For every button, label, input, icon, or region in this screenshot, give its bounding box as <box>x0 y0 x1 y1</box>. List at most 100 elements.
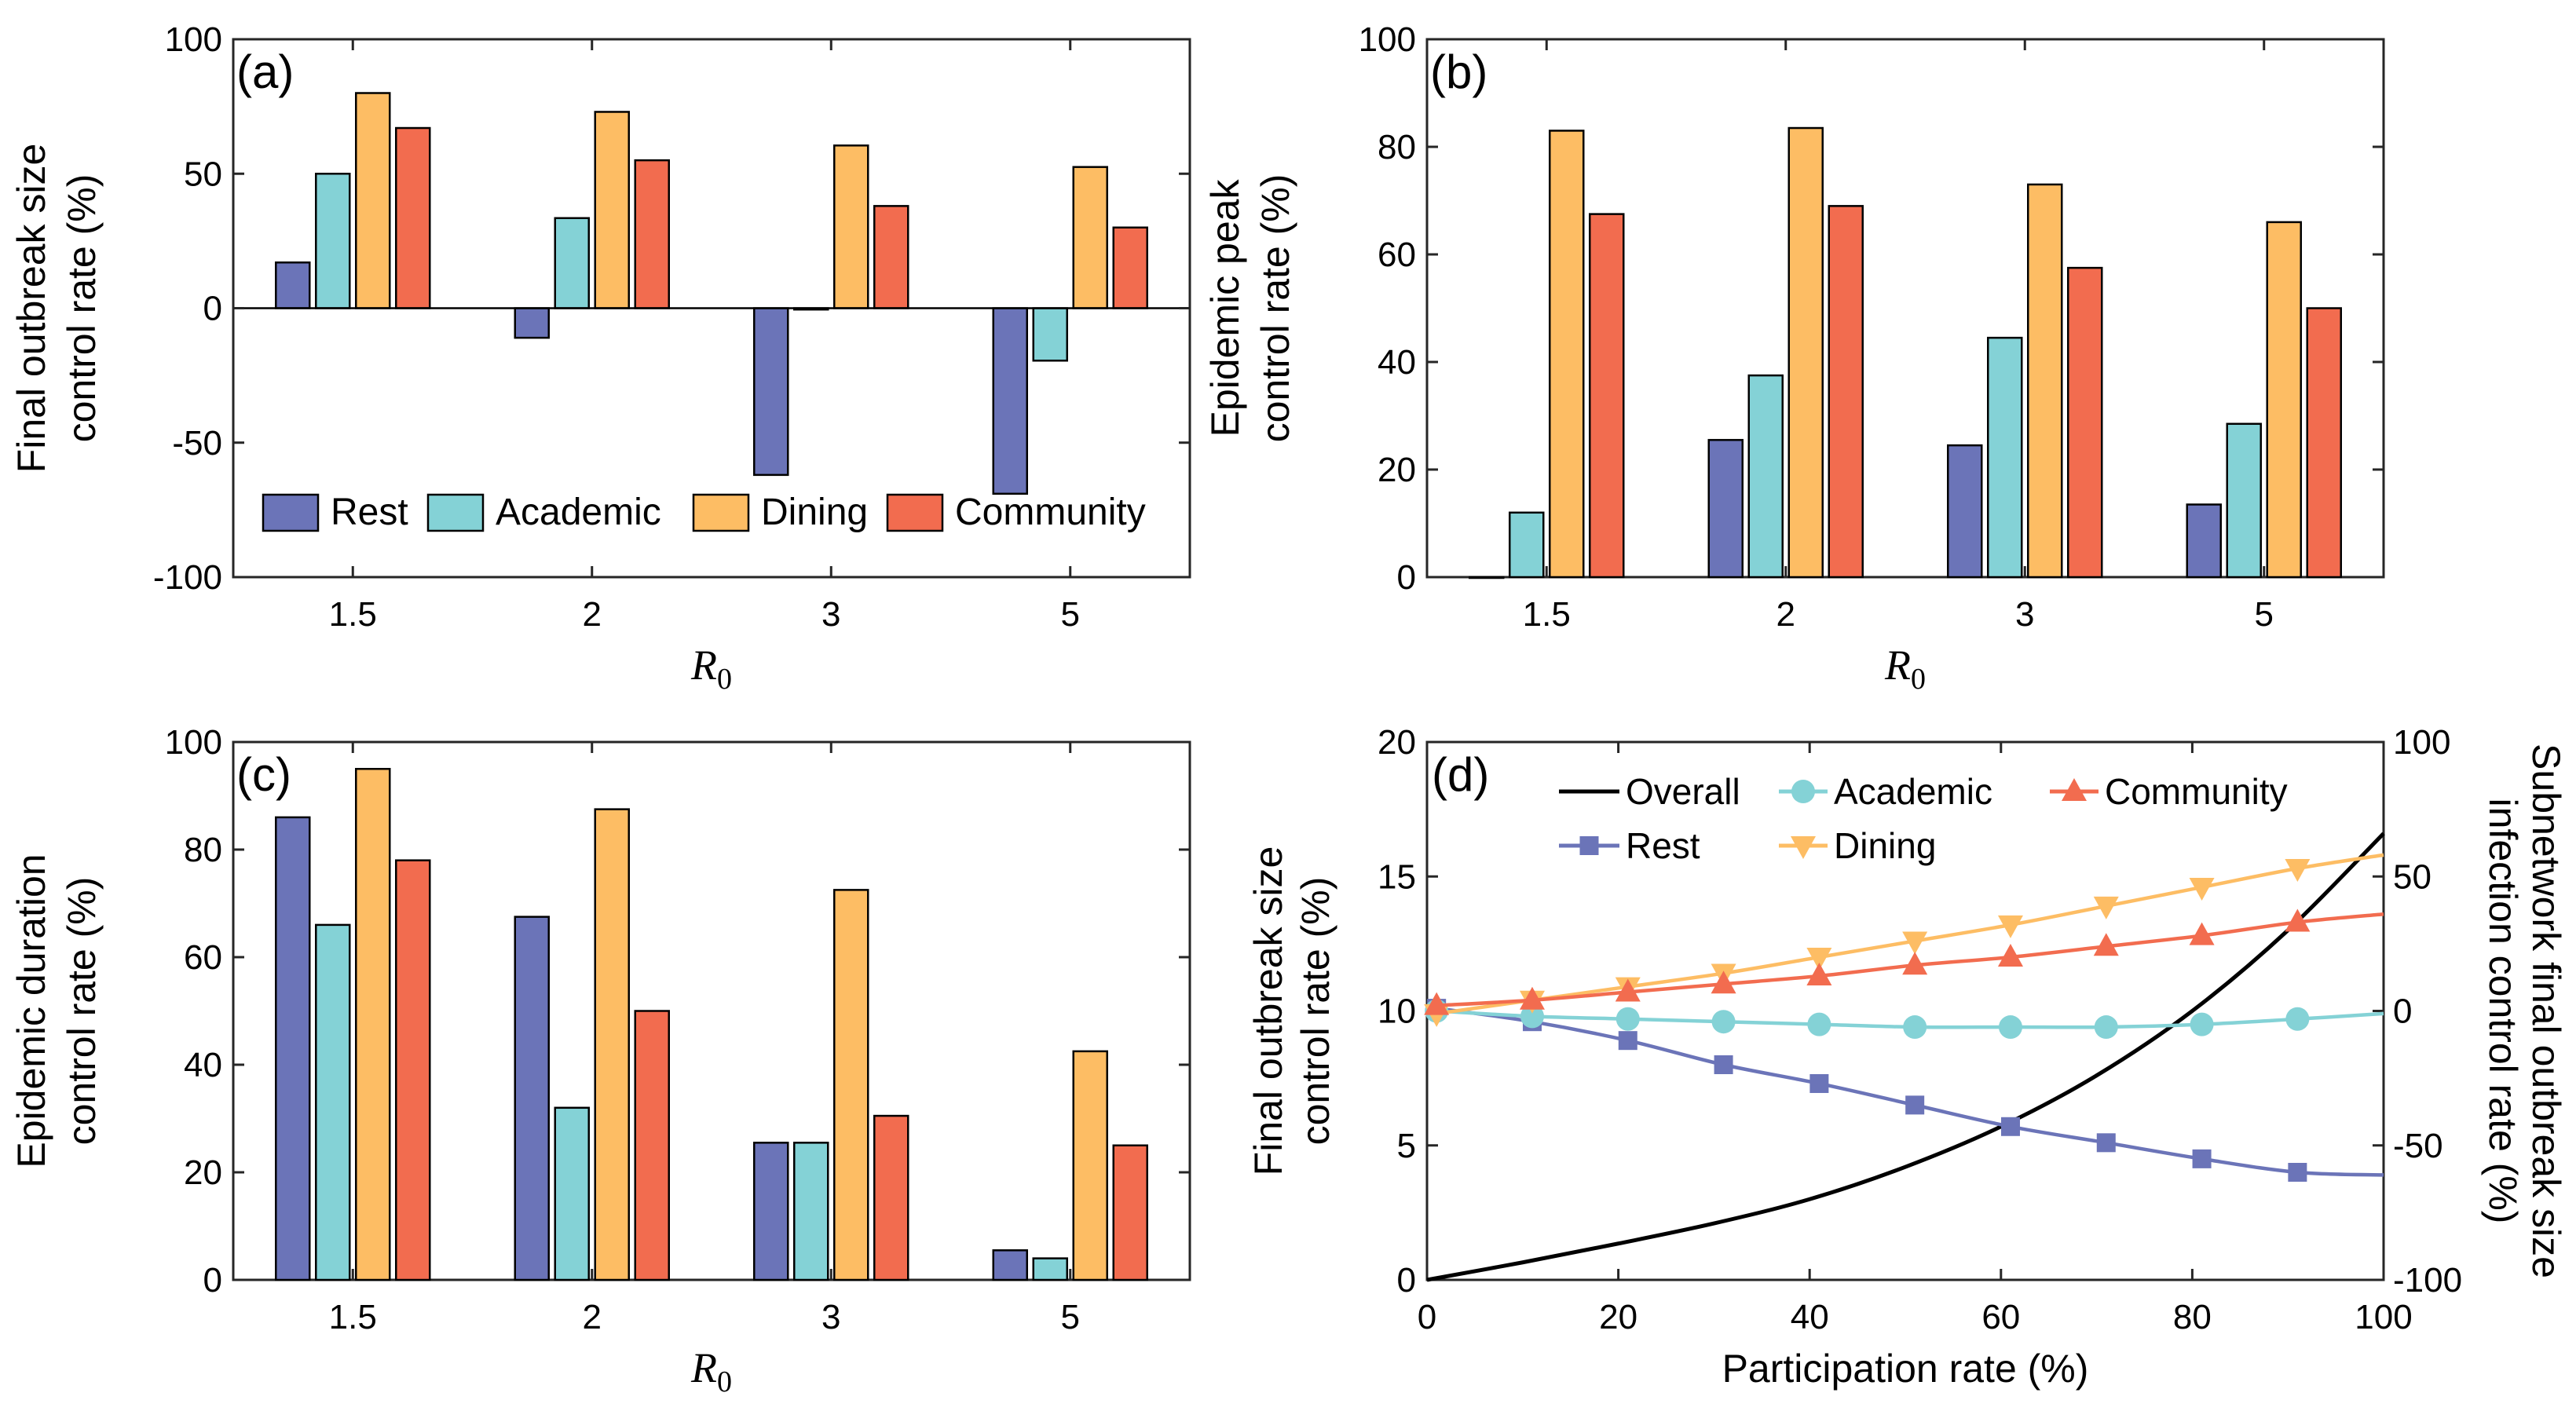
series-point-dining <box>2285 858 2311 882</box>
x-axis-label: Participation rate (%) <box>1722 1347 2089 1391</box>
bar-dining-2 <box>594 808 630 1281</box>
series-point-community <box>2285 908 2311 932</box>
y-tick-label-right: 100 <box>2393 723 2450 762</box>
bar-dining-2 <box>1787 126 1824 579</box>
legend-label-academic: Academic <box>1834 771 1992 812</box>
bar-rest-1.5 <box>275 816 311 1281</box>
series-point-dining <box>2189 877 2215 901</box>
bar-dining-3 <box>2027 183 2063 579</box>
y-tick-label-left: 0 <box>1397 1261 1416 1300</box>
y-tick-label: 0 <box>203 290 222 328</box>
bar-community-2 <box>634 1010 670 1281</box>
bar-academic-2 <box>1747 374 1784 579</box>
panel-label: (d) <box>1432 748 1489 801</box>
y-tick-label: 20 <box>1378 451 1416 489</box>
series-point-community <box>1615 978 1641 1002</box>
y-tick-label: -100 <box>153 558 222 597</box>
plot-frame <box>1425 38 2385 579</box>
y-axis-label-right-line2: infection control rate (%) <box>2481 799 2525 1224</box>
bar-academic-5 <box>2226 422 2262 579</box>
series-point-rest <box>2192 1149 2212 1168</box>
legend-swatch-community <box>886 493 944 532</box>
y-tick-label: 80 <box>184 831 222 869</box>
plot-frame <box>232 740 1191 1281</box>
series-point-rest <box>1618 1031 1637 1051</box>
legend-label-academic: Academic <box>496 492 661 533</box>
bar-dining-5 <box>1072 1050 1108 1281</box>
legend-swatch-rest <box>262 493 320 532</box>
series-point-dining <box>1997 915 2023 938</box>
series-point-academic <box>1998 1015 2022 1040</box>
legend-swatch-academic <box>426 493 485 532</box>
series-point-rest <box>2096 1133 2116 1153</box>
series-point-rest <box>2288 1163 2307 1182</box>
legend-swatch-dining <box>692 493 750 532</box>
bar-rest-2 <box>1707 439 1744 579</box>
bar-community-5 <box>1112 1144 1148 1281</box>
y-axis-label-line2: control rate (%) <box>1293 877 1337 1146</box>
series-point-community <box>1711 971 1736 994</box>
y-tick-label: 20 <box>184 1153 222 1192</box>
bar-community-1.5 <box>395 859 431 1281</box>
y-tick-label-right: 50 <box>2393 857 2431 896</box>
bar-academic-3 <box>793 1142 829 1281</box>
series-point-rest <box>1905 1095 1925 1115</box>
bar-academic-1.5 <box>315 923 351 1281</box>
series-point-rest <box>1714 1055 1733 1074</box>
x-axis-label-main: R <box>690 1344 717 1391</box>
bar-dining-5 <box>2266 221 2302 579</box>
panel-d: 0 20 40 60 80 100 0 5 10 15 20 -100 -50 0 50 100 Overall… <box>1246 723 2568 1391</box>
x-tick-label: 0 <box>1418 1298 1436 1336</box>
bar-rest-5 <box>992 307 1028 495</box>
x-tick-label: 5 <box>1061 595 1080 634</box>
series-line-overall <box>1426 832 2385 1282</box>
y-tick-label-left: 5 <box>1397 1127 1416 1165</box>
legend-label-dining: Dining <box>1834 825 1936 866</box>
x-tick-label: 3 <box>821 595 840 634</box>
legend-label-rest: Rest <box>331 492 408 533</box>
bar-dining-2 <box>594 111 630 309</box>
bar-rest-3 <box>1947 444 1983 579</box>
y-tick-label: 0 <box>203 1261 222 1300</box>
x-tick-label: 100 <box>2355 1298 2412 1336</box>
bar-academic-1.5 <box>315 173 351 309</box>
bar-community-1.5 <box>395 126 431 309</box>
bar-community-1.5 <box>1589 213 1625 579</box>
series-point-community <box>2189 922 2215 945</box>
legend-label-community: Community <box>2105 771 2288 812</box>
series-point-rest <box>1809 1073 1829 1093</box>
series-point-academic <box>1711 1010 1736 1034</box>
series-point-academic <box>1615 1007 1640 1031</box>
x-tick-label: 3 <box>2015 595 2034 634</box>
series-point-community <box>2093 933 2119 956</box>
x-axis-label: R0 <box>690 1344 732 1398</box>
y-tick-label: 60 <box>184 938 222 977</box>
y-tick-label-right: -100 <box>2393 1261 2462 1300</box>
series-point-dining <box>1902 931 1928 955</box>
x-tick-label: 5 <box>1061 1298 1080 1336</box>
series-point-academic <box>1807 1012 1831 1036</box>
series-point-academic <box>2190 1012 2214 1036</box>
x-tick-label: 1.5 <box>329 595 377 634</box>
bar-community-2 <box>1828 205 1864 579</box>
legend-label-dining: Dining <box>761 492 868 533</box>
series-point-community <box>1424 992 1450 1015</box>
x-tick-label: 60 <box>1981 1298 2020 1336</box>
series-point-rest <box>2000 1117 2020 1136</box>
y-axis-label-line2: control rate (%) <box>60 174 104 443</box>
legend-label-rest: Rest <box>1626 825 1700 866</box>
y-axis-label-line1: Epidemic peak <box>1203 179 1247 437</box>
bar-community-5 <box>1112 226 1148 309</box>
bar-rest-2 <box>514 916 550 1281</box>
bar-rest-2 <box>514 307 550 339</box>
y-tick-label-left: 10 <box>1378 992 1416 1031</box>
y-tick-label: 100 <box>1359 20 1416 59</box>
series-point-dining <box>2093 896 2119 919</box>
legend-label-community: Community <box>955 492 1146 533</box>
bar-academic-2 <box>554 1106 590 1281</box>
y-axis-label-right-line1: Subnetwork final outbreak size <box>2524 744 2568 1278</box>
y-tick-label-right: -50 <box>2393 1127 2443 1165</box>
